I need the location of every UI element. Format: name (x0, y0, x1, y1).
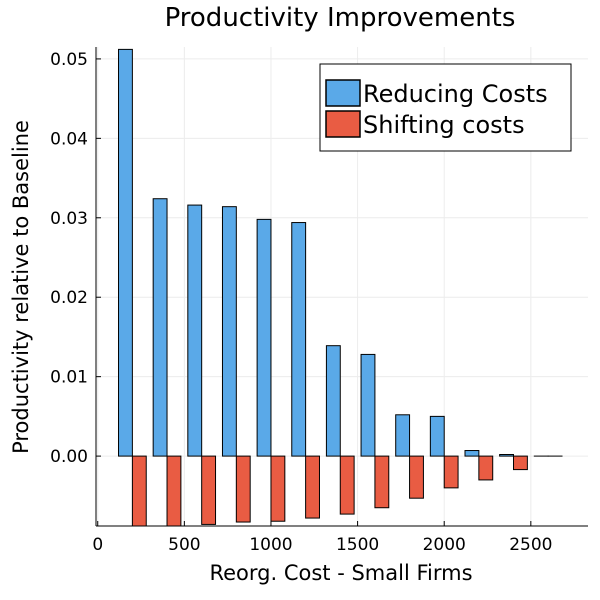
x-axis-label: Reorg. Cost - Small Firms (209, 561, 472, 585)
bar-reducing-costs (152, 198, 168, 457)
legend: Reducing Costs Shifting costs (319, 63, 572, 152)
bar-reducing-costs (360, 353, 376, 457)
legend-swatch-shifting-costs (325, 110, 361, 138)
y-tick-label: 0.03 (50, 209, 88, 229)
legend-label-reducing-costs: Reducing Costs (363, 80, 548, 108)
bar-reducing-costs (325, 345, 341, 457)
x-tick-label: 2000 (423, 535, 466, 555)
bar-shifting-costs (166, 455, 182, 526)
bar-shifting-costs (270, 455, 286, 522)
bar-shifting-costs (305, 455, 320, 519)
bar-reducing-costs (464, 450, 480, 457)
bar-reducing-costs (221, 206, 237, 457)
bar-shifting-costs (235, 455, 251, 523)
bar-shifting-costs (201, 455, 217, 525)
plot-frame (95, 47, 588, 527)
legend-label-shifting-costs: Shifting costs (363, 111, 525, 139)
bar-shifting-costs (513, 455, 528, 471)
y-tick-label: 0.00 (50, 447, 88, 467)
bars (118, 48, 563, 526)
bar-shifting-costs (131, 455, 147, 526)
x-tick-label: 2500 (509, 535, 552, 555)
bar-reducing-costs (499, 454, 515, 457)
y-tick-label: 0.01 (50, 368, 88, 388)
bar-reducing-costs (429, 415, 445, 457)
x-tick-label: 500 (168, 535, 200, 555)
bar-reducing-costs (395, 414, 411, 457)
x-tick-label: 1000 (249, 535, 292, 555)
y-tick-label: 0.05 (50, 50, 88, 70)
y-tick-label: 0.02 (50, 288, 88, 308)
bar-shifting-costs (374, 455, 390, 509)
bar-reducing-costs (291, 222, 307, 457)
bar-reducing-costs (256, 218, 272, 457)
legend-swatch-reducing-costs (325, 79, 361, 107)
y-tick-label: 0.04 (50, 129, 88, 149)
chart-title: Productivity Improvements (165, 3, 516, 33)
x-tick-label: 1500 (336, 535, 379, 555)
bar-shifting-costs (443, 455, 459, 489)
axis-ticks: 0.00 0.01 0.02 0.03 0.04 0.05 0 500 1000 1500 2000… (50, 50, 552, 555)
legend-box (319, 63, 572, 152)
bar-reducing-costs (118, 48, 133, 457)
x-tick-label: 0 (92, 535, 103, 555)
bar-reducing-costs (187, 204, 203, 457)
bar-shifting-costs (409, 455, 424, 499)
y-axis-label: Productivity relative to Baseline (9, 120, 33, 454)
bar-shifting-costs (339, 455, 355, 515)
bar-shifting-costs (478, 455, 494, 481)
